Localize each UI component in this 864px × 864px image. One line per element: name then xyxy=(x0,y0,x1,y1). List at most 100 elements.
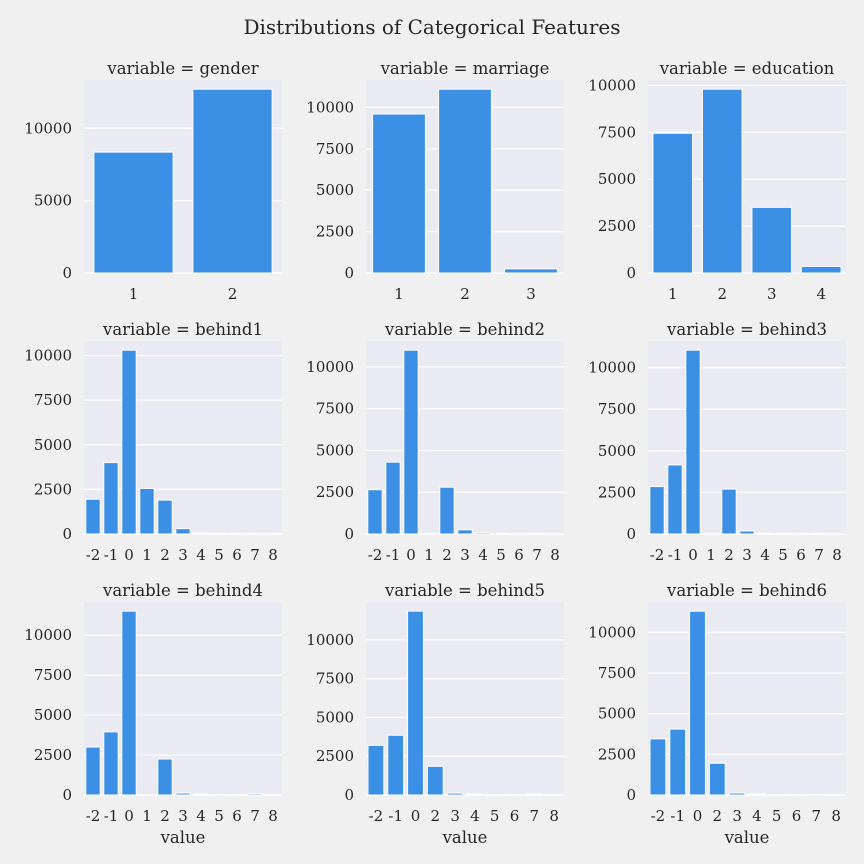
bar xyxy=(192,88,273,274)
x-tick-label: 1 xyxy=(142,546,152,564)
x-tick-label: 0 xyxy=(688,546,698,564)
x-tick-label: 4 xyxy=(196,807,206,825)
bar xyxy=(466,793,484,796)
panel-title: variable = marriage xyxy=(380,59,550,78)
y-tick-label: 5000 xyxy=(34,436,72,454)
x-tick-label: 3 xyxy=(450,807,460,825)
x-tick-label: 2 xyxy=(460,285,470,303)
bar xyxy=(504,268,558,274)
bar xyxy=(175,792,191,796)
x-tick-label: 6 xyxy=(514,546,524,564)
y-tick-label: 10000 xyxy=(24,626,72,644)
bar xyxy=(689,610,706,796)
x-axis-label: value xyxy=(160,828,206,847)
x-tick-label: 7 xyxy=(532,546,542,564)
bar xyxy=(211,532,227,535)
x-tick-label: 7 xyxy=(250,807,260,825)
bar xyxy=(121,610,137,796)
bar xyxy=(669,728,687,796)
x-tick-label: 0 xyxy=(693,807,703,825)
x-tick-label: 7 xyxy=(530,807,540,825)
panel-title: variable = behind4 xyxy=(102,581,263,600)
x-tick-label: 4 xyxy=(470,807,480,825)
y-tick-label: 0 xyxy=(626,525,636,543)
x-tick-label: 3 xyxy=(526,285,536,303)
y-tick-label: 7500 xyxy=(598,664,636,682)
y-tick-label: 2500 xyxy=(316,483,354,501)
x-tick-label: 4 xyxy=(760,546,770,564)
x-tick-label: -1 xyxy=(104,807,119,825)
x-tick-label: 3 xyxy=(460,546,470,564)
y-tick-label: 5000 xyxy=(598,442,636,460)
x-tick-label: 4 xyxy=(816,285,826,303)
y-tick-label: 5000 xyxy=(316,708,354,726)
x-tick-label: 5 xyxy=(772,807,782,825)
y-tick-label: 5000 xyxy=(316,181,354,199)
facet-panel: 0 5000 10000 1 2 variable = gender xyxy=(24,59,282,303)
y-tick-label: 10000 xyxy=(306,98,354,116)
bar xyxy=(649,738,667,796)
bar xyxy=(438,88,492,274)
y-tick-label: 10000 xyxy=(306,631,354,649)
x-tick-label: 1 xyxy=(706,546,716,564)
y-tick-label: 0 xyxy=(344,525,354,543)
y-tick-label: 5000 xyxy=(598,170,636,188)
bar xyxy=(457,529,473,535)
x-tick-label: 2 xyxy=(724,546,734,564)
bar xyxy=(421,532,437,535)
y-tick-label: 5000 xyxy=(34,192,72,210)
bar xyxy=(103,462,119,535)
x-tick-label: 8 xyxy=(831,807,841,825)
bar xyxy=(157,499,173,535)
x-axis-label: value xyxy=(442,828,488,847)
panel-title: variable = behind3 xyxy=(666,320,827,339)
y-tick-label: 0 xyxy=(62,525,72,543)
figure-title: Distributions of Categorical Features xyxy=(243,15,620,39)
bar xyxy=(493,532,509,535)
x-tick-label: 2 xyxy=(442,546,452,564)
panel-title: variable = behind6 xyxy=(666,581,827,600)
y-tick-label: 10000 xyxy=(24,347,72,365)
x-tick-label: 3 xyxy=(732,807,742,825)
bar xyxy=(85,746,101,796)
bar xyxy=(372,113,426,274)
x-tick-label: 5 xyxy=(214,807,224,825)
bar xyxy=(728,792,746,796)
panel-title: variable = gender xyxy=(106,59,258,78)
bar xyxy=(387,734,405,796)
y-tick-label: 2500 xyxy=(34,746,72,764)
y-tick-label: 0 xyxy=(344,264,354,282)
x-tick-label: 0 xyxy=(124,546,134,564)
x-tick-label: 6 xyxy=(796,546,806,564)
facet-panel: 0 2500 5000 7500 10000 1 2 3 variable = marriage xyxy=(306,59,564,303)
x-tick-label: 5 xyxy=(778,546,788,564)
x-tick-label: 1 xyxy=(424,546,434,564)
bar xyxy=(407,610,424,796)
y-tick-label: 2500 xyxy=(598,217,636,235)
x-tick-label: 1 xyxy=(142,807,152,825)
x-tick-label: 8 xyxy=(550,546,560,564)
bar xyxy=(121,349,137,535)
x-tick-label: 3 xyxy=(178,807,188,825)
x-tick-label: 6 xyxy=(510,807,520,825)
x-tick-label: 3 xyxy=(178,546,188,564)
facet-panel: 0 2500 5000 7500 10000 1 2 3 4 variable = educati… xyxy=(588,59,846,303)
y-tick-label: 2500 xyxy=(316,223,354,241)
x-tick-label: 2 xyxy=(228,285,238,303)
bar xyxy=(446,792,464,796)
bar xyxy=(751,206,793,274)
x-tick-label: 3 xyxy=(742,546,752,564)
x-tick-label: 2 xyxy=(717,285,727,303)
x-tick-label: 7 xyxy=(812,807,822,825)
y-tick-label: 10000 xyxy=(306,358,354,376)
bar xyxy=(800,265,842,274)
x-tick-label: 6 xyxy=(232,546,242,564)
x-tick-label: -2 xyxy=(368,546,383,564)
y-tick-label: 5000 xyxy=(34,706,72,724)
y-tick-label: 10000 xyxy=(588,359,636,377)
x-tick-label: 6 xyxy=(232,807,242,825)
bar xyxy=(385,461,401,535)
